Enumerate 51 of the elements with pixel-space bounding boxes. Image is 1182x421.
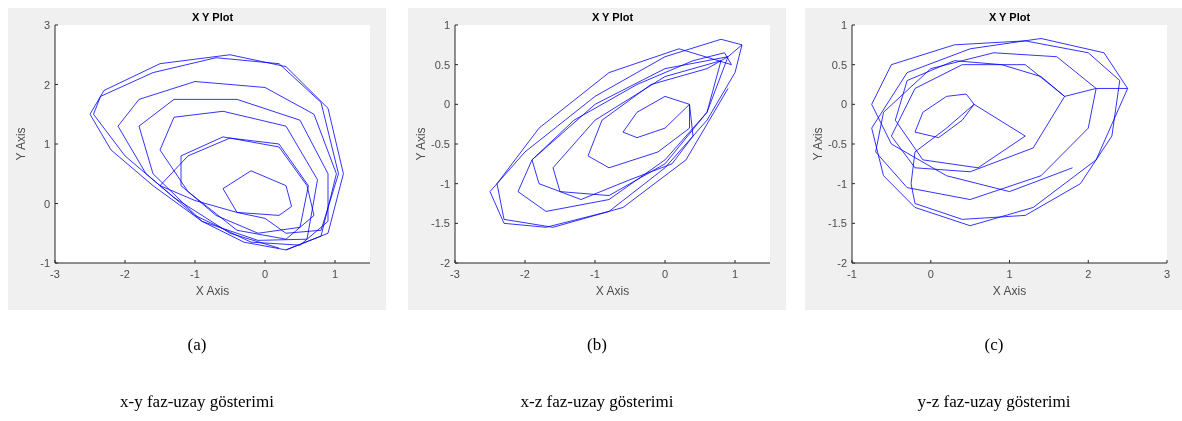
x-tick-label: 1 <box>1006 268 1013 280</box>
y-tick-label: 1 <box>840 19 847 31</box>
y-tick-label: -0.5 <box>431 138 450 150</box>
x-tick-label: 0 <box>261 268 269 280</box>
x-tick-label: -1 <box>590 268 600 280</box>
y-tick-label: -1 <box>837 177 847 190</box>
y-tick-label: 1 <box>443 19 450 31</box>
line-series <box>89 54 344 251</box>
x-tick-label: 0 <box>927 268 934 280</box>
y-tick-label: 0.5 <box>434 58 450 71</box>
x-axis-title: X Axis <box>595 284 630 298</box>
y-tick-label: -1 <box>40 257 50 269</box>
y-tick-label: -2 <box>440 257 450 269</box>
y-tick-label: -1.5 <box>828 217 847 230</box>
y-tick-label: 0.5 <box>831 58 847 71</box>
text: x-y faz-uzay gösterimi <box>120 392 275 411</box>
text: (c) <box>984 335 1004 354</box>
x-tick-label: 0 <box>661 268 669 280</box>
x-tick-label: -1 <box>190 268 200 280</box>
x-tick-label: -2 <box>120 268 130 280</box>
y-tick-label: 2 <box>43 78 50 91</box>
x-tick-label: 1 <box>331 268 339 280</box>
x-tick-label: 1 <box>731 268 739 280</box>
y-tick-label: -1 <box>440 177 450 190</box>
x-tick-label: 2 <box>1085 268 1092 280</box>
y-tick-label: -2 <box>837 257 847 269</box>
text: (a) <box>187 335 207 354</box>
x-tick-label: -3 <box>450 268 460 280</box>
chart-title: X Y Plot <box>988 11 1031 23</box>
line-series <box>871 38 1129 227</box>
y-tick-label: 0 <box>840 98 847 111</box>
y-tick-label: 1 <box>43 138 50 150</box>
x-tick-label: -2 <box>520 268 530 280</box>
chart-title: X Y Plot <box>191 11 234 23</box>
text: (b) <box>587 335 607 354</box>
x-tick-label: -3 <box>50 268 60 280</box>
y-axis-title: Y Axis <box>14 127 28 161</box>
x-axis-title: X Axis <box>992 284 1027 298</box>
y-tick-label: 0 <box>43 197 50 210</box>
x-tick-label: 3 <box>1163 268 1171 280</box>
y-axis-title: Y Axis <box>414 127 428 161</box>
y-tick-label: -1.5 <box>431 217 450 230</box>
text: y-z faz-uzay gösterimi <box>917 392 1071 411</box>
line-series <box>489 38 743 228</box>
text: x-z faz-uzay gösterimi <box>520 392 674 411</box>
y-tick-label: 3 <box>43 19 50 31</box>
y-tick-label: -0.5 <box>828 138 847 150</box>
y-tick-label: 0 <box>443 98 450 111</box>
chart-title: X Y Plot <box>591 11 634 23</box>
x-axis-title: X Axis <box>195 284 230 298</box>
y-axis-title: Y Axis <box>811 127 825 161</box>
